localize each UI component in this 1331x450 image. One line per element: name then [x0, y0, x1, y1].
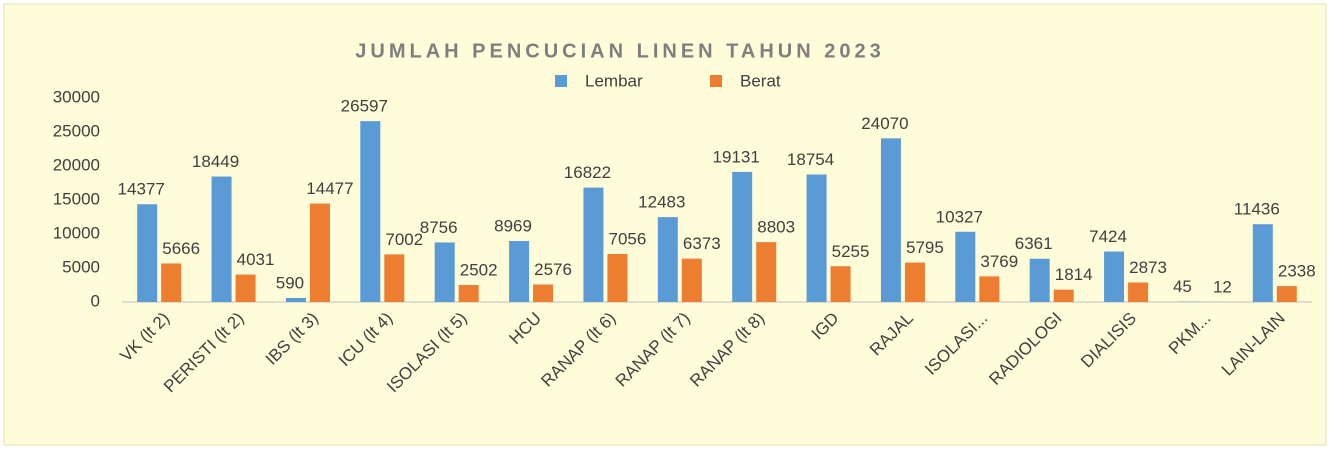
data-label: 8969 — [494, 216, 532, 235]
legend-label: Berat — [740, 71, 781, 90]
bar — [509, 241, 530, 302]
data-label: 10327 — [936, 207, 983, 226]
bar — [434, 242, 455, 302]
data-label: 18449 — [192, 152, 239, 171]
data-label: 1814 — [1055, 265, 1093, 284]
bar — [681, 258, 702, 302]
data-label: 7056 — [609, 230, 647, 249]
data-label: 16822 — [564, 163, 611, 182]
bar — [533, 284, 554, 302]
chart-title: JUMLAH PENCUCIAN LINEN TAHUN 2023 — [355, 40, 884, 62]
bar — [955, 231, 976, 302]
y-tick-label: 15000 — [53, 189, 100, 208]
data-label: 18754 — [787, 150, 834, 169]
data-label: 24070 — [861, 114, 908, 133]
bar — [285, 297, 306, 302]
data-label: 8803 — [757, 218, 795, 237]
bar — [1276, 286, 1297, 302]
data-label: 6361 — [1015, 234, 1053, 253]
y-tick-label: 0 — [91, 291, 100, 310]
data-label: 12 — [1213, 277, 1232, 296]
data-label: 26597 — [341, 97, 388, 116]
data-label: 6373 — [683, 234, 721, 253]
data-label: 14377 — [118, 180, 165, 199]
bar — [161, 263, 182, 302]
data-label: 14477 — [306, 179, 353, 198]
bar — [830, 266, 851, 302]
y-tick-label: 30000 — [53, 87, 100, 106]
legend-swatch — [555, 75, 567, 87]
data-label: 2873 — [1129, 258, 1167, 277]
data-label: 8756 — [420, 218, 458, 237]
bar — [806, 174, 827, 302]
data-label: 12483 — [638, 193, 685, 212]
bar — [1053, 289, 1074, 302]
bar — [458, 284, 479, 302]
data-label: 7002 — [385, 230, 423, 249]
bar — [137, 204, 158, 302]
y-tick-label: 25000 — [53, 121, 100, 140]
legend-swatch — [710, 75, 722, 87]
bar — [657, 217, 678, 302]
bar — [607, 254, 628, 302]
data-label: 2502 — [460, 260, 498, 279]
bar — [309, 203, 330, 302]
bar — [1104, 251, 1125, 302]
data-label: 2576 — [534, 260, 572, 279]
bar — [1128, 282, 1149, 302]
bar — [1029, 258, 1050, 302]
data-label: 19131 — [713, 147, 760, 166]
data-label: 4031 — [237, 250, 275, 269]
y-tick-label: 10000 — [53, 223, 100, 242]
bar — [1252, 224, 1273, 302]
bar — [235, 274, 256, 302]
bar — [756, 242, 777, 302]
y-tick-label: 20000 — [53, 155, 100, 174]
y-tick-label: 5000 — [62, 257, 100, 276]
data-label: 5795 — [906, 238, 944, 257]
bar — [904, 262, 925, 302]
data-label: 2338 — [1278, 262, 1316, 281]
bar — [583, 187, 604, 302]
bar — [384, 254, 405, 302]
data-label: 45 — [1173, 277, 1192, 296]
bar — [211, 176, 232, 302]
bar — [979, 276, 1000, 302]
data-label: 590 — [276, 273, 304, 292]
bar — [360, 121, 381, 302]
bar — [732, 171, 753, 302]
data-label: 3769 — [980, 252, 1018, 271]
data-label: 5666 — [162, 239, 200, 258]
legend-label: Lembar — [585, 71, 643, 90]
data-label: 5255 — [832, 242, 870, 261]
bar — [880, 138, 901, 302]
data-label: 7424 — [1089, 227, 1127, 246]
data-label: 11436 — [1234, 200, 1280, 219]
